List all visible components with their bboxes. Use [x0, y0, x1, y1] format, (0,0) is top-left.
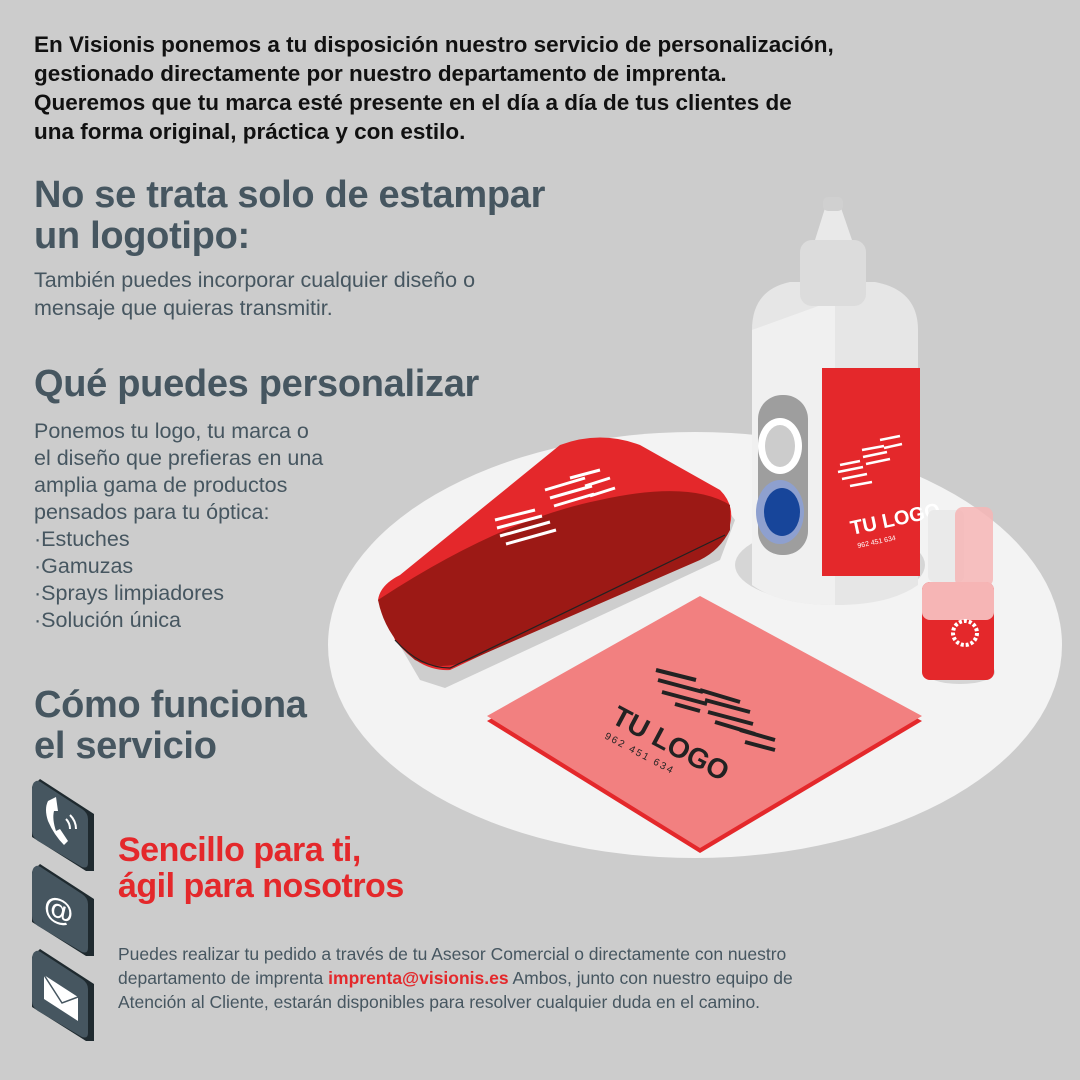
- body-line: el diseño que prefieras en una: [34, 446, 324, 470]
- body-line: pensados para tu óptica:: [34, 500, 270, 524]
- list-item: ·Gamuzas: [34, 554, 134, 578]
- description-text: Puedes realizar tu pedido a través de tu…: [118, 944, 787, 988]
- cleaning-spray: [922, 507, 995, 684]
- envelope-icon: [32, 949, 94, 1041]
- title-line: No se trata solo de estampar: [34, 174, 546, 216]
- glasses-case: [378, 437, 735, 688]
- at-sign-icon: @: [32, 864, 94, 956]
- tagline-line: Sencillo para ti,: [118, 831, 361, 869]
- product-list: ·Estuches ·Gamuzas ·Sprays limpiadores ·…: [34, 526, 394, 634]
- title-line: el servicio: [34, 725, 217, 767]
- body-line: mensaje que quieras transmitir.: [34, 296, 333, 320]
- email-link[interactable]: imprenta@visionis.es: [328, 968, 509, 988]
- tagline: Sencillo para ti, ágil para nosotros: [118, 832, 404, 904]
- service-description: Puedes realizar tu pedido a través de tu…: [118, 942, 848, 1014]
- microfiber-cloth: TU LOGO 962 451 634: [487, 596, 922, 853]
- section3-title: Cómo funciona el servicio: [34, 685, 394, 767]
- list-item: ·Sprays limpiadores: [34, 581, 224, 605]
- intro-line: Queremos que tu marca esté presente en e…: [34, 90, 792, 115]
- intro-line: gestionado directamente por nuestro depa…: [34, 61, 727, 86]
- body-line: También puedes incorporar cualquier dise…: [34, 268, 476, 292]
- title-line: Cómo funciona: [34, 684, 307, 726]
- intro-line: una forma original, práctica y con estil…: [34, 119, 466, 144]
- list-item: ·Estuches: [34, 527, 130, 551]
- tagline-line: ágil para nosotros: [118, 867, 404, 905]
- section1-body: También puedes incorporar cualquier dise…: [34, 266, 654, 322]
- title-line: un logotipo:: [34, 215, 250, 257]
- body-line: Ponemos tu logo, tu marca o: [34, 419, 309, 443]
- intro-line: En Visionis ponemos a tu disposición nue…: [34, 32, 834, 57]
- description-text: Ambos, junto con nuestro equipo de Atenc…: [118, 968, 793, 1012]
- section2-body: Ponemos tu logo, tu marca o el diseño qu…: [34, 418, 394, 634]
- phone-icon: [32, 779, 94, 871]
- section2-title: Qué puedes personalizar: [34, 363, 480, 405]
- list-item: ·Solución única: [34, 608, 182, 632]
- intro-paragraph: En Visionis ponemos a tu disposición nue…: [34, 30, 1054, 146]
- solution-bottle: TU LOGO 962 451 634: [735, 197, 942, 605]
- section1-title: No se trata solo de estampar un logotipo…: [34, 175, 654, 257]
- body-line: amplia gama de productos: [34, 473, 288, 497]
- case-logo: [494, 468, 616, 546]
